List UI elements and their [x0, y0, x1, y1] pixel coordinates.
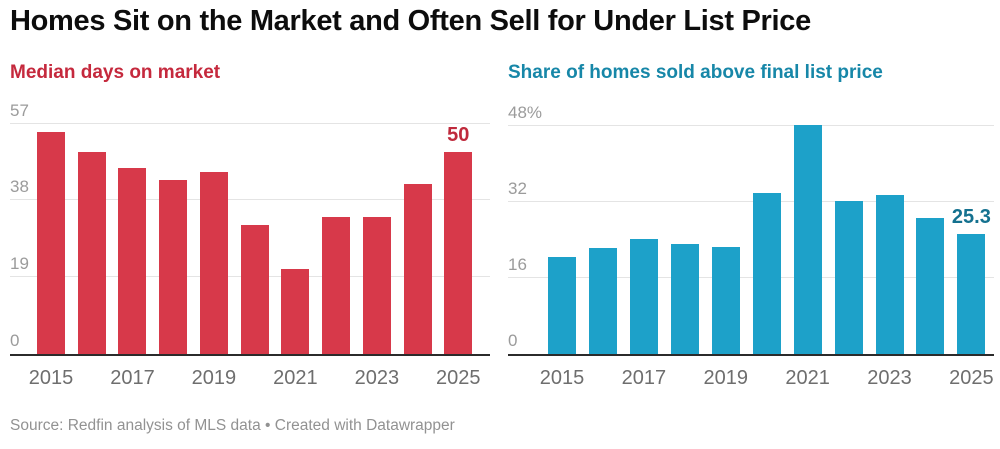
- y-gridline: [508, 200, 994, 202]
- chart-median-days-on-market: Median days on market 0 19 38 57 2015 2017 201…: [10, 62, 490, 388]
- bar-2018: [670, 243, 699, 354]
- bar-2019: [199, 172, 228, 354]
- bar-2023: [875, 195, 904, 354]
- chart-share-sold-above-list: Share of homes sold above final list pri…: [508, 62, 994, 388]
- y-axis-tick-label: 19: [10, 254, 29, 274]
- x-axis-tick-label: 2019: [703, 367, 749, 389]
- y-axis-tick-label: 57: [10, 100, 29, 120]
- bar-2021: [793, 125, 822, 354]
- bar-2016: [588, 247, 617, 354]
- y-gridline: [10, 122, 490, 124]
- bar-2021: [281, 269, 310, 354]
- bar-2015: [37, 131, 65, 354]
- bar-2025: [444, 151, 473, 354]
- bar-2020: [240, 224, 269, 354]
- y-axis-tick-label: 0: [508, 331, 518, 350]
- chart-subtitle-share-above-list: Share of homes sold above final list pri…: [508, 62, 883, 83]
- x-axis-tick-label: 2021: [785, 367, 830, 389]
- x-axis-tick-label: 2023: [867, 367, 912, 389]
- bar-2019: [711, 247, 740, 354]
- bar-2017: [629, 238, 658, 354]
- x-axis-tick-label: 2019: [191, 367, 237, 389]
- source-attribution: Source: Redfin analysis of MLS data • Cr…: [10, 417, 455, 434]
- y-axis-tick-label: 48%: [508, 102, 543, 122]
- y-axis-tick-label: 32: [508, 178, 527, 198]
- chart-subtitle-median-days: Median days on market: [10, 62, 221, 83]
- y-gridline: [10, 199, 490, 201]
- y-axis-tick-label: 38: [10, 177, 29, 197]
- plot-area-share-above-list: 0 16 32 48% 2015 2017 2019 2021 2023 2025 25.3: [508, 96, 994, 388]
- x-axis-tick-label: 2017: [110, 367, 155, 389]
- y-axis-tick-label: 0: [10, 331, 20, 350]
- bar-2022: [834, 200, 863, 354]
- y-gridline: [508, 124, 994, 126]
- x-axis-tick-label: 2025: [949, 367, 994, 389]
- bar-2024: [403, 184, 432, 354]
- plot-area-median-days: 0 19 38 57 2015 2017 2019 2021 2023 2025 50: [10, 96, 490, 388]
- bar-2023: [362, 216, 391, 354]
- bar-2022: [322, 216, 351, 354]
- bar-2025: [957, 233, 986, 354]
- x-axis-tick-label: 2021: [273, 367, 318, 389]
- bar-2020: [752, 192, 781, 354]
- last-bar-value-label: 50: [447, 123, 470, 146]
- y-axis-tick-label: 16: [508, 254, 527, 274]
- bar-2016: [77, 151, 106, 354]
- x-axis-tick-label: 2015: [28, 367, 74, 389]
- x-axis-tick-label: 2017: [621, 367, 667, 389]
- x-axis-tick-label: 2015: [539, 367, 585, 389]
- x-axis-tick-label: 2023: [354, 367, 400, 389]
- bar-2024: [916, 218, 945, 354]
- y-gridline: [508, 276, 994, 278]
- bar-2018: [159, 180, 188, 354]
- bar-2017: [118, 167, 147, 354]
- page-title: Homes Sit on the Market and Often Sell f…: [10, 5, 811, 37]
- x-axis-tick-label: 2025: [436, 367, 481, 389]
- bar-2015: [548, 257, 576, 354]
- last-bar-value-label: 25.3: [951, 205, 991, 228]
